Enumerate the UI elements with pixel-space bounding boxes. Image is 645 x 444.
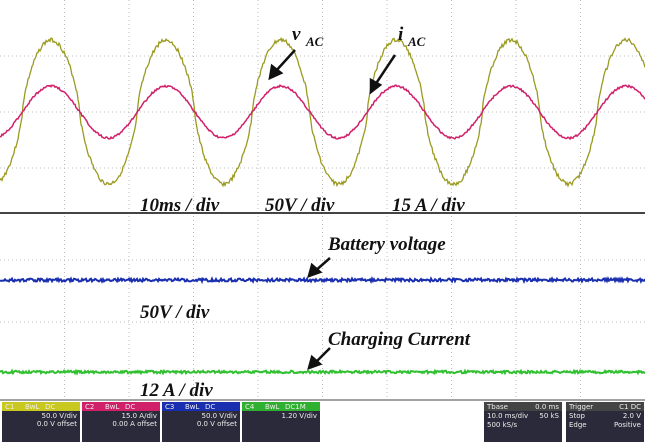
- status-text: Edge: [569, 421, 587, 429]
- status-text: 0.0 ms: [535, 403, 559, 411]
- status-text: 10.0 ms/div: [487, 412, 528, 420]
- arrowhead: [369, 77, 383, 95]
- charging-current-wave: [0, 368, 645, 376]
- status-text: C2: [85, 403, 94, 411]
- grid: [0, 0, 645, 400]
- status-text: Stop: [569, 412, 585, 420]
- status-text: 0.0 V offset: [197, 420, 237, 428]
- voltage-wave: [0, 37, 645, 188]
- status-text: DC1M: [285, 403, 306, 411]
- status-text: C1 DC: [619, 403, 641, 411]
- label: i: [398, 24, 404, 45]
- status-header: [484, 402, 562, 411]
- waveforms: [0, 37, 645, 376]
- current-wave: [0, 83, 645, 141]
- status-header: [566, 402, 644, 411]
- status-text: C4: [245, 403, 255, 411]
- arrow: [274, 49, 296, 73]
- scale-label: 12 A / div: [140, 380, 213, 401]
- status-text: 0.00 A offset: [112, 420, 157, 428]
- battery-voltage-wave: [0, 276, 645, 285]
- status-header: [2, 402, 80, 411]
- scale-label: 10ms / div: [140, 195, 220, 216]
- label: Charging Current: [328, 329, 471, 350]
- status-text: BwL: [25, 403, 40, 411]
- status-text: Positive: [614, 421, 641, 429]
- arrow: [373, 54, 397, 86]
- status-text: 50.0 V/div: [42, 412, 78, 420]
- label-subscript: AC: [407, 34, 426, 49]
- status-text: 15.0 A/div: [122, 412, 158, 420]
- status-text: 50 kS: [539, 412, 559, 420]
- status-text: DC: [45, 403, 55, 411]
- status-text: 2.0 V: [623, 412, 641, 420]
- label-subscript: AC: [305, 34, 324, 49]
- arrows: [268, 49, 397, 370]
- scale-label: 50V / div: [140, 302, 210, 323]
- arrowhead: [307, 262, 323, 278]
- status-text: Tbase: [486, 403, 508, 411]
- scale-label: 50V / div: [265, 195, 335, 216]
- arrowhead: [268, 63, 284, 81]
- label: v: [292, 24, 301, 45]
- status-text: 0.0 V offset: [37, 420, 77, 428]
- status-text: Trigger: [568, 403, 593, 411]
- label: Battery voltage: [327, 234, 446, 255]
- status-text: C3: [165, 403, 174, 411]
- status-text: DC: [125, 403, 135, 411]
- status-header: [82, 402, 160, 411]
- scale-label: 15 A / div: [392, 195, 465, 216]
- status-text: BwL: [105, 403, 120, 411]
- status-header: [242, 402, 320, 411]
- status-text: BwL: [185, 403, 200, 411]
- status-text: 1.20 V/div: [282, 412, 318, 420]
- status-header: [162, 402, 240, 411]
- status-text: 500 kS/s: [487, 421, 517, 429]
- status-text: DC: [205, 403, 215, 411]
- arrowhead: [307, 354, 323, 370]
- status-text: C1: [5, 403, 14, 411]
- status-text: BwL: [265, 403, 280, 411]
- status-text: 50.0 V/div: [202, 412, 238, 420]
